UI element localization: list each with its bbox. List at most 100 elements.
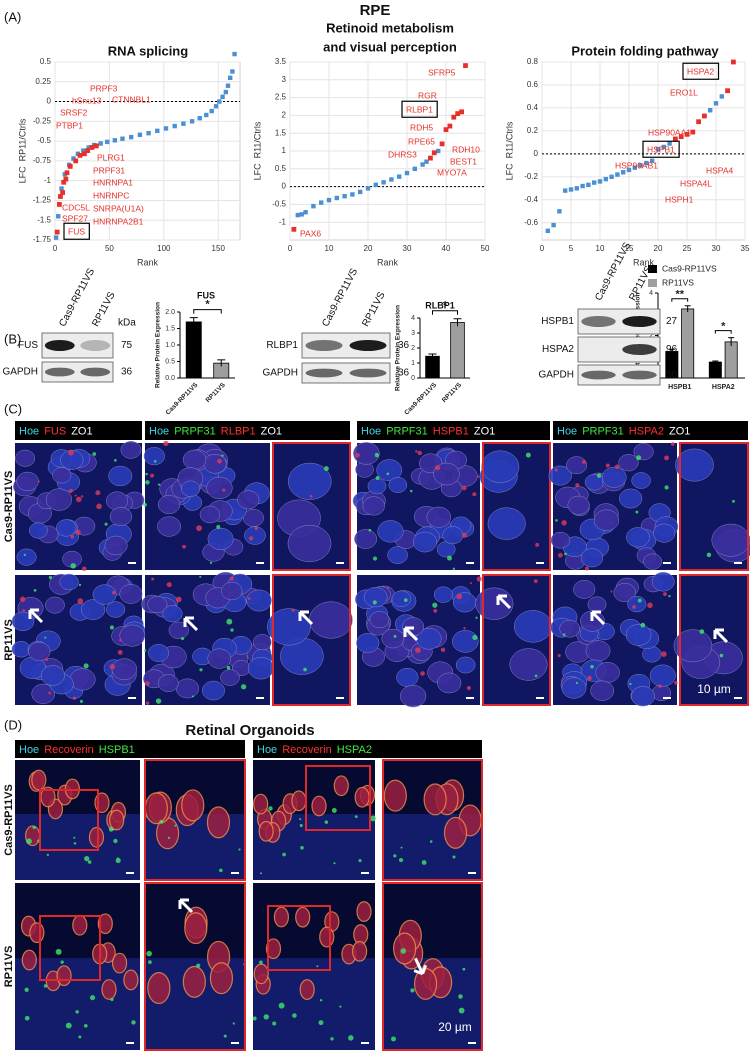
- highlight-label: RDH10: [452, 144, 480, 154]
- stain-label: Recoverin: [44, 744, 94, 756]
- point: [580, 183, 585, 189]
- stain-dot: [223, 1034, 227, 1038]
- arrow: [496, 594, 512, 610]
- stain-dot: [23, 553, 26, 557]
- stain-dot: [226, 665, 231, 670]
- stain-dot: [226, 618, 233, 625]
- photoreceptor: [356, 901, 372, 922]
- nucleus: [157, 495, 181, 515]
- y-tick-label: 1.5: [275, 128, 287, 137]
- nucleus: [711, 523, 750, 557]
- highlight-point: [81, 151, 87, 157]
- significance-label: **: [675, 289, 684, 301]
- stain-label: Hoe: [19, 425, 39, 437]
- stain-dot: [300, 845, 304, 850]
- nucleus: [202, 680, 225, 701]
- point: [420, 162, 425, 167]
- point: [404, 170, 410, 176]
- stain-label: ZO1: [474, 425, 495, 437]
- point: [568, 187, 574, 192]
- stain-dot: [43, 984, 48, 988]
- stain-header-bar: [145, 421, 350, 440]
- bar: [681, 308, 695, 379]
- stain-dot: [219, 868, 223, 873]
- x-tick-label: 20: [364, 244, 373, 253]
- point: [319, 200, 324, 205]
- stain-dot: [151, 577, 155, 581]
- point: [551, 222, 556, 228]
- stain-dot: [45, 658, 49, 661]
- nucleus: [221, 581, 243, 601]
- stain-dot: [145, 480, 150, 485]
- blot-kda: 36: [121, 367, 133, 378]
- photoreceptor: [273, 906, 289, 928]
- micrograph: [143, 759, 246, 881]
- stain-dot: [354, 815, 358, 819]
- photoreceptor: [258, 820, 274, 842]
- y-tick-label: 1: [411, 360, 415, 367]
- row-label: RP11VS: [3, 619, 15, 661]
- legend-swatch: [648, 279, 657, 287]
- stain-dot: [278, 1002, 285, 1009]
- highlight-label: PRPF31: [93, 165, 125, 175]
- highlight-point: [89, 145, 95, 150]
- nucleus: [108, 465, 133, 487]
- blot-column-label: Cas9-RP11VS: [57, 266, 97, 328]
- stain-dot: [96, 503, 102, 510]
- stain-dot: [78, 583, 82, 587]
- y-tick-label: 0: [47, 97, 52, 106]
- stain-dot: [115, 857, 121, 864]
- highlight-label: BEST1: [450, 156, 477, 166]
- row-label: Cas9-RP11VS: [3, 471, 15, 543]
- highlight-point: [731, 59, 736, 65]
- stain-dot: [199, 668, 203, 672]
- stain-dot: [318, 1020, 324, 1026]
- micrograph: [382, 882, 483, 1051]
- stain-dot: [78, 1035, 82, 1039]
- blot-kda: 75: [121, 340, 133, 351]
- arrow: [298, 610, 314, 626]
- point: [661, 144, 666, 150]
- photoreceptor: [393, 932, 417, 965]
- photoreceptor: [311, 795, 327, 817]
- stain-label: Hoe: [19, 744, 39, 756]
- nucleus: [28, 642, 51, 661]
- highlight-point: [447, 123, 453, 129]
- nucleus: [237, 490, 260, 510]
- x-tick-label: 25: [683, 244, 692, 253]
- x-tick-label: RP11VS: [441, 381, 464, 404]
- highlight-label: SRSF2: [60, 107, 88, 117]
- micrograph: [354, 575, 482, 708]
- panel-label: (A): [4, 9, 21, 24]
- stain-dot: [391, 1036, 396, 1042]
- stain-dot: [410, 988, 415, 993]
- nucleus: [631, 472, 651, 489]
- nucleus: [59, 573, 79, 591]
- x-tick-label: 150: [212, 244, 226, 253]
- y-tick-label: 2: [649, 332, 653, 339]
- point: [381, 180, 386, 185]
- stain-dot: [370, 815, 376, 822]
- nucleus: [111, 658, 138, 680]
- row-label: RP11VS: [3, 946, 15, 988]
- highlight-label: HSP90AA1: [648, 127, 691, 137]
- blot-row-label: GAPDH: [538, 370, 574, 381]
- stain-label: PRPF31: [582, 425, 624, 437]
- y-tick-label: -0.2: [524, 172, 538, 181]
- micrograph-border: [679, 442, 749, 571]
- blot-row-label: GAPDH: [262, 368, 298, 379]
- blot-band: [349, 340, 387, 351]
- stain-dot: [46, 853, 49, 857]
- blot-band: [622, 370, 657, 380]
- y-tick-label: 4: [411, 315, 415, 322]
- nucleus: [455, 656, 476, 674]
- stain-dot: [610, 590, 613, 593]
- stain-dot: [292, 1013, 297, 1018]
- nucleus: [207, 648, 232, 669]
- point: [609, 174, 614, 180]
- highlight-label: HNRNPA1: [93, 177, 133, 187]
- nucleus: [287, 524, 332, 563]
- photoreceptor: [31, 769, 47, 791]
- stain-dot: [386, 472, 390, 476]
